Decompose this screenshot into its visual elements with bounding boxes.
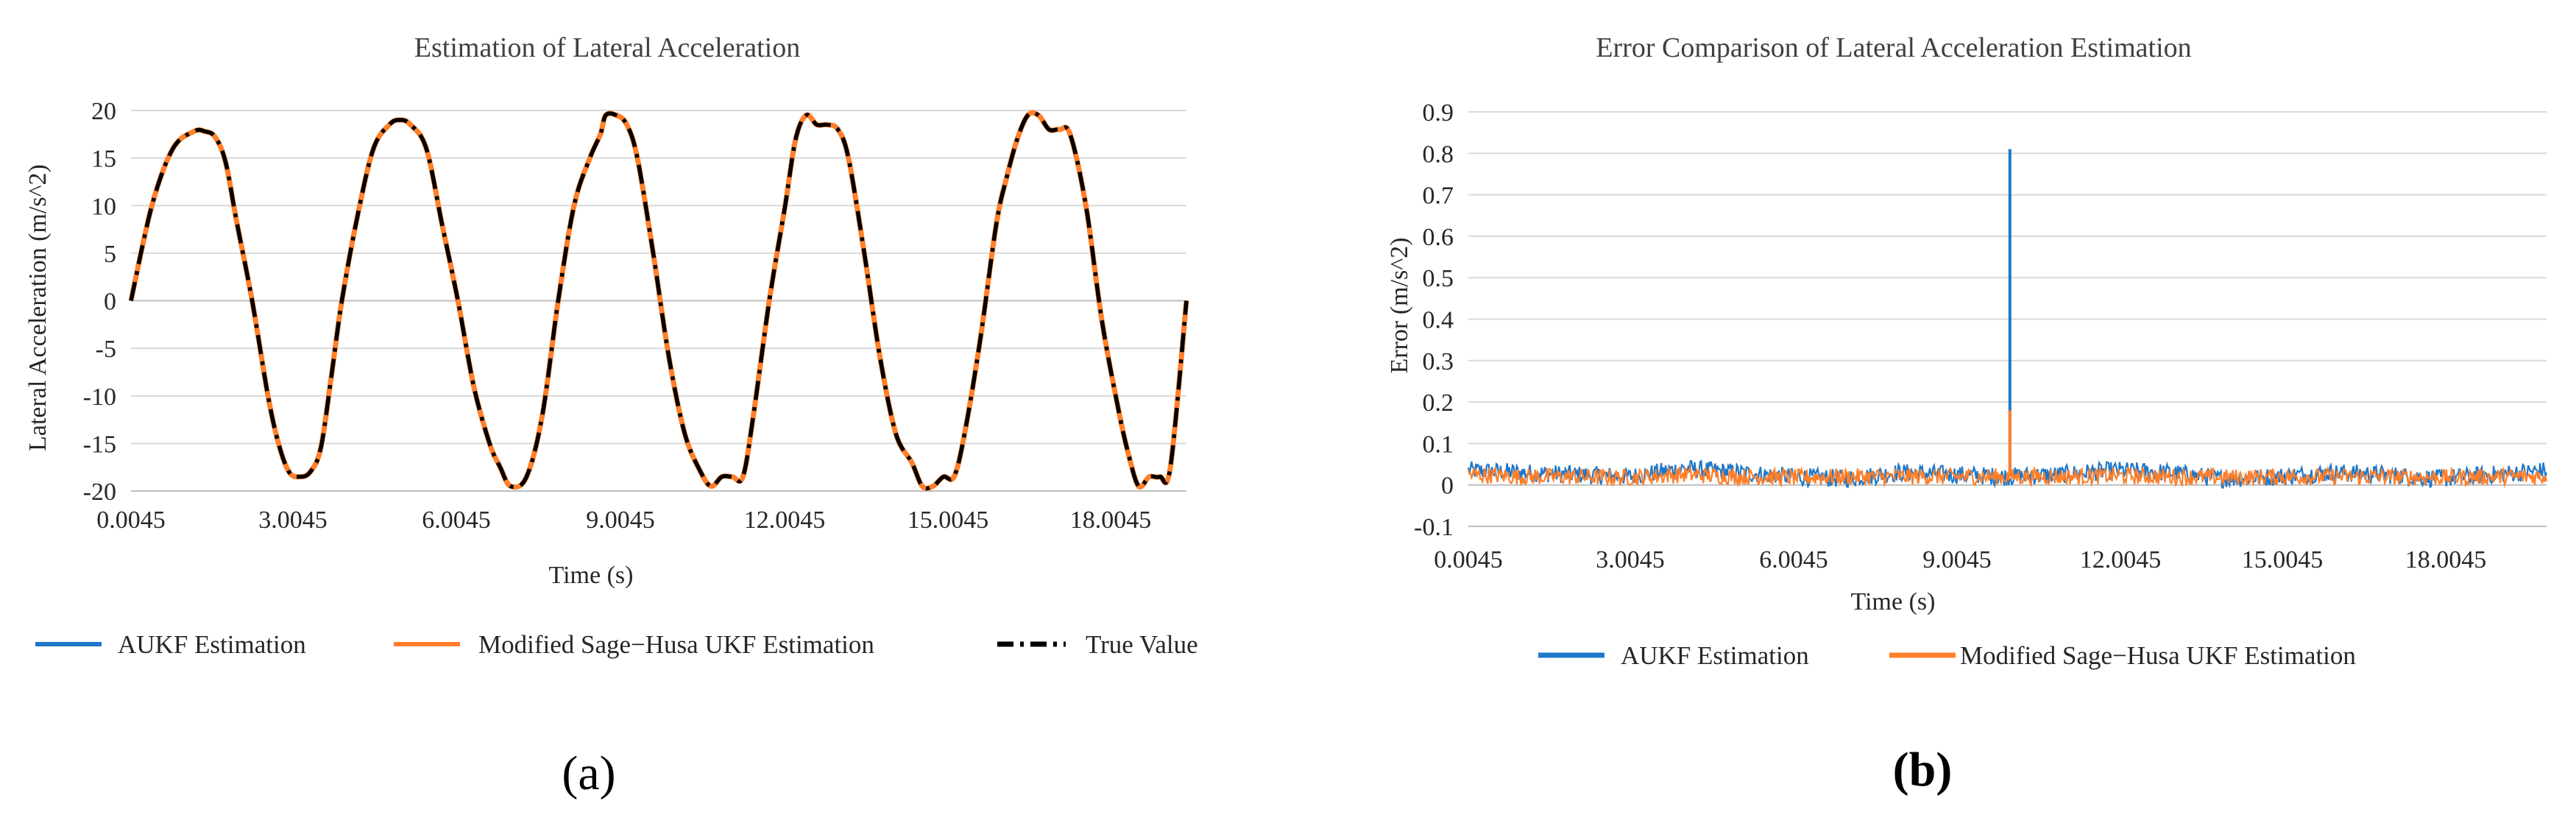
chart-b-x-tick-label: 12.0045	[2080, 546, 2162, 573]
chart-b-gridlines	[1468, 111, 2547, 527]
chart-b-y-tick-label: -0.1	[1414, 514, 1454, 541]
chart-b-y-tick-label: 0.9	[1423, 99, 1454, 127]
chart-a-y-tick-label: -5	[96, 336, 116, 363]
chart-a-y-ticks: 20 15 10 5 0 -5 -10 -15 -20	[83, 98, 116, 506]
chart-a-y-tick-label: 20	[91, 98, 116, 125]
chart-a-legend-true: True Value	[1086, 630, 1198, 659]
chart-a-x-tick-label: 15.0045	[907, 506, 989, 534]
chart-b-y-tick-label: 0.3	[1423, 348, 1454, 375]
chart-a-y-tick-label: -20	[83, 479, 116, 506]
chart-a: Estimation of Lateral Acceleration 20 15 1…	[24, 32, 1198, 800]
chart-b-y-tick-label: 0.6	[1423, 224, 1454, 251]
chart-a-y-tick-label: 15	[91, 146, 116, 173]
chart-a-y-tick-label: 0	[104, 289, 116, 316]
chart-b-y-tick-label: 0	[1441, 473, 1454, 500]
chart-a-legend: AUKF Estimation Modified Sage−Husa UKF E…	[35, 630, 1198, 659]
chart-a-x-tick-label: 18.0045	[1070, 506, 1152, 534]
chart-b-title: Error Comparison of Lateral Acceleration…	[1596, 32, 2191, 63]
chart-a-x-tick-label: 12.0045	[744, 506, 826, 534]
chart-a-y-tick-label: 10	[91, 193, 116, 220]
chart-b-y-tick-label: 0.4	[1423, 307, 1454, 334]
chart-a-x-tick-label: 3.0045	[258, 506, 328, 534]
chart-a-x-axis-label: Time (s)	[549, 562, 634, 589]
chart-b-series-modified	[1467, 465, 2548, 489]
chart-b-x-tick-label: 18.0045	[2405, 546, 2487, 573]
chart-b-series	[1467, 149, 2548, 489]
chart-a-series	[128, 110, 1189, 491]
chart-b-legend-modified: Modified Sage−Husa UKF Estimation	[1960, 641, 2356, 670]
chart-a-x-tick-label: 6.0045	[422, 506, 491, 534]
chart-b-y-tick-label: 0.1	[1423, 431, 1454, 458]
chart-b-y-tick-label: 0.5	[1423, 265, 1454, 292]
chart-a-x-tick-label: 0.0045	[96, 506, 166, 534]
chart-a-title: Estimation of Lateral Acceleration	[414, 32, 800, 63]
chart-a-y-tick-label: -15	[83, 431, 116, 458]
chart-a-y-axis-label: Lateral Acceleration (m/s^2)	[24, 164, 52, 451]
chart-a-series-true-value	[129, 110, 1189, 491]
chart-b-y-tick-label: 0.7	[1423, 183, 1454, 210]
chart-b-y-axis-label: Error (m/s^2)	[1386, 238, 1413, 374]
chart-b-x-tick-label: 15.0045	[2242, 546, 2324, 573]
chart-a-legend-modified: Modified Sage−Husa UKF Estimation	[478, 630, 874, 659]
panel-label-a: (a)	[562, 746, 615, 800]
chart-b-x-tick-label: 0.0045	[1434, 546, 1503, 573]
chart-a-legend-aukf: AUKF Estimation	[118, 630, 306, 659]
chart-a-x-tick-label: 9.0045	[586, 506, 655, 534]
chart-b-x-axis-label: Time (s)	[1851, 588, 1936, 615]
chart-b-legend: AUKF Estimation Modified Sage−Husa UKF E…	[1538, 641, 2356, 670]
chart-a-y-tick-label: -10	[83, 384, 116, 411]
chart-b-x-tick-label: 6.0045	[1759, 546, 1828, 573]
chart-a-y-tick-label: 5	[104, 241, 116, 268]
chart-a-x-ticks: 0.0045 3.0045 6.0045 9.0045 12.0045 15.0045 18…	[96, 506, 1151, 534]
chart-b-x-tick-label: 3.0045	[1596, 546, 1665, 573]
chart-b-y-tick-label: 0.2	[1423, 389, 1454, 417]
chart-b-y-ticks: 0.9 0.8 0.7 0.6 0.5 0.4 0.3 0.2 0.1 0 -0.1	[1414, 99, 1454, 541]
chart-b-x-tick-label: 9.0045	[1922, 546, 1992, 573]
panel-label-b: (b)	[1893, 743, 1953, 797]
chart-b-y-tick-label: 0.8	[1423, 141, 1454, 168]
chart-b-x-ticks: 0.0045 3.0045 6.0045 9.0045 12.0045 15.0045 18…	[1434, 546, 2486, 573]
chart-b: Error Comparison of Lateral Acceleration…	[1386, 32, 2548, 797]
chart-b-legend-aukf: AUKF Estimation	[1621, 641, 1809, 670]
